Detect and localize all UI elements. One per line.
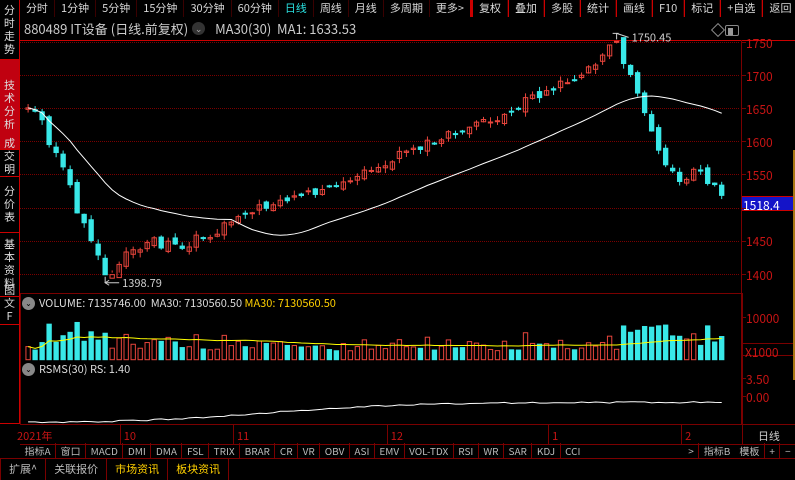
svg-text:1398.79: 1398.79 bbox=[122, 275, 162, 291]
svg-text:1750.45: 1750.45 bbox=[632, 29, 672, 45]
